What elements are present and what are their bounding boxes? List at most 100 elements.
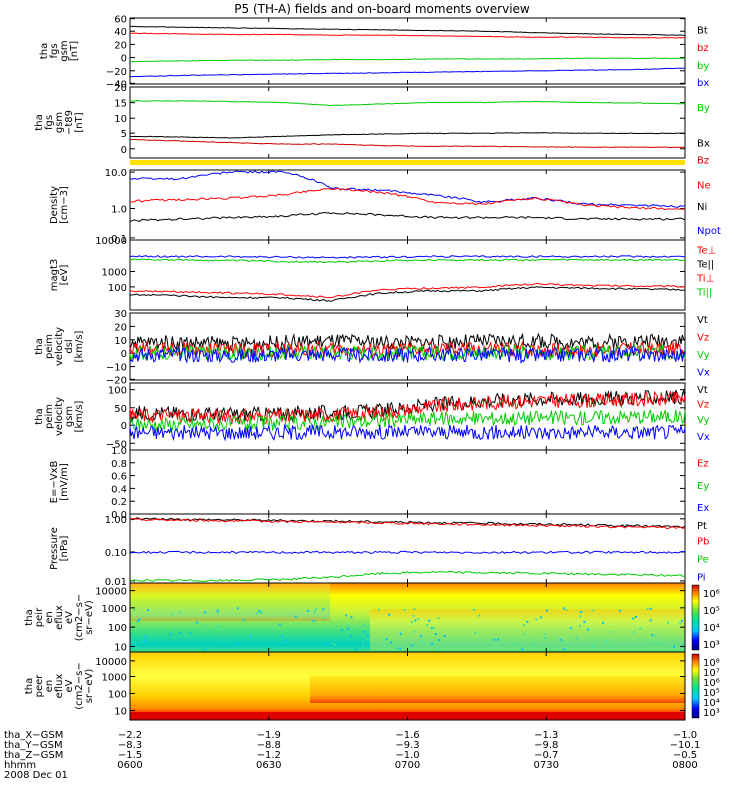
legend-by: by — [697, 61, 709, 72]
y-axis-label-pressure: [nPa] — [59, 535, 70, 561]
spectrogram-ion-noise — [323, 627, 326, 630]
spectrogram-ion-noise — [666, 621, 669, 624]
x-axis-value: −0.5 — [673, 750, 697, 761]
spectrogram-ion-noise — [362, 630, 365, 633]
y-axis-label-peim_velocity_gsm: [km/s] — [74, 400, 85, 432]
spectrogram-ion-noise — [434, 633, 437, 636]
spectrogram-ion-noise — [294, 615, 297, 618]
y-axis-label-peer_efl: eflux — [54, 674, 65, 699]
y-tick-label: 0 — [121, 54, 127, 65]
legend-bx: bx — [697, 78, 709, 89]
x-axis-row-label: tha_Z−GSM — [4, 750, 63, 761]
spectrogram-ion-noise — [432, 627, 435, 630]
spectrogram-ion-noise — [659, 641, 662, 644]
spectrogram-ion-late — [370, 609, 685, 651]
panel-temperature: magt3 [eV] 10000 1000 100 Te⊥ Te|| Ti⊥ Ti|| — [49, 236, 716, 311]
legend-Te⊥: Te⊥ — [696, 246, 716, 257]
series-Ti|| — [129, 258, 685, 264]
x-axis-value: −1.0 — [673, 730, 697, 741]
x-axis-value: −9.3 — [395, 740, 419, 751]
spectrogram-ion-noise — [652, 641, 655, 644]
spectrogram-ion-noise — [217, 611, 220, 614]
y-axis-label-fgs_gsm: fgs — [49, 43, 60, 58]
spectrogram-ion-noise — [578, 624, 581, 627]
y-axis-label-peir_efl: sr−eV) — [84, 600, 95, 635]
spectrogram-ion-noise — [545, 609, 548, 612]
y-axis-label-peer_efl: tha — [24, 678, 35, 694]
spectrogram-ion-noise — [130, 640, 133, 643]
spectrogram-ion-noise — [602, 621, 605, 624]
spectrogram-ion-noise — [412, 615, 415, 618]
spectrogram-ion-noise — [169, 632, 172, 635]
spectrogram-ion-noise — [639, 627, 642, 630]
colorbar-tick-label: 10⁴ — [703, 698, 720, 709]
legend-Ti⊥: Ti⊥ — [696, 274, 714, 285]
panel-peim_velocity_gsm: tha peim velocity gsm [km/s] 100 50 0 −50 Vt Vz Vy V… — [34, 382, 710, 451]
spectrogram-ion-noise — [410, 620, 413, 623]
series-Npot — [129, 170, 686, 208]
legend-Pb: Pb — [697, 537, 709, 548]
spectrogram-ion-noise — [294, 634, 297, 637]
spectrogram-ion-noise — [604, 640, 607, 643]
spectrogram-ion-noise — [216, 609, 219, 612]
y-tick-label: −10 — [106, 363, 127, 374]
series-Pe — [129, 570, 686, 582]
spectrogram-ion-noise — [146, 609, 149, 612]
spectrogram-ion-noise — [322, 608, 325, 611]
series-by — [129, 57, 686, 63]
y-tick-label: 100 — [108, 689, 127, 700]
series-Te⊥ — [129, 255, 686, 259]
y-tick-label: 10 — [114, 706, 127, 717]
spectrogram-ion-noise — [543, 633, 546, 636]
legend-Ne: Ne — [697, 180, 711, 191]
spectrogram-ion-noise — [565, 608, 568, 611]
figure-title: P5 (TH-A) fields and on-board moments ov… — [234, 2, 530, 16]
spectrogram-ion-noise — [366, 634, 369, 637]
series-Ni — [129, 211, 686, 223]
y-tick-label: 1.0 — [111, 205, 127, 216]
spectrogram-ion-noise — [144, 636, 147, 639]
legend-Ex: Ex — [697, 503, 709, 514]
y-tick-label: 10 — [114, 336, 127, 347]
series-Bt — [130, 25, 686, 36]
y-tick-label: 100 — [108, 386, 127, 397]
legend-Bt: Bt — [697, 25, 708, 36]
spectrogram-ion-noise — [144, 640, 147, 643]
y-tick-label: 0.2 — [111, 497, 127, 508]
spectrogram-ion-noise — [346, 624, 349, 627]
spectrogram-ion-noise — [562, 648, 565, 651]
spectrogram-ion-noise — [315, 608, 318, 611]
spectrogram-ion-noise — [654, 634, 657, 637]
y-tick-label: 20 — [114, 322, 127, 333]
series-By — [129, 100, 686, 106]
panel-frame — [129, 449, 686, 515]
panel-fgs_tsy: tha fgs gsm −t89 [nT] 20 15 10 5 0 By Bx Bz — [34, 83, 710, 167]
spectrogram-ion-noise — [249, 635, 252, 638]
y-tick-label: −40 — [106, 79, 127, 90]
y-axis-label-peer_efl: eV — [64, 679, 75, 692]
y-tick-label: −20 — [106, 67, 127, 78]
y-tick-label: 0.01 — [105, 577, 127, 588]
spectrogram-ion-noise — [388, 613, 391, 616]
y-tick-label: 1.0 — [111, 446, 127, 457]
spectrogram-ion-noise — [563, 607, 566, 610]
legend-Vx: Vx — [697, 432, 710, 443]
y-tick-label: 0.10 — [105, 548, 127, 559]
spectrogram-ion-noise — [612, 630, 615, 633]
x-axis-value: −1.9 — [257, 730, 281, 741]
x-axis-row-label: tha_Y−GSM — [4, 740, 63, 751]
spectrogram-ion-noise — [223, 639, 226, 642]
spectrogram-ion-noise — [472, 608, 475, 611]
legend-Ez: Ez — [697, 458, 709, 469]
y-tick-label: 10.0 — [105, 168, 127, 179]
spectrogram-ion-noise — [474, 632, 477, 635]
series-Vt — [129, 388, 686, 423]
x-axis-value: −10.1 — [670, 740, 701, 751]
legend-By: By — [697, 103, 710, 114]
spectrogram-ion-noise — [281, 635, 284, 638]
y-tick-label: 10000 — [95, 657, 127, 668]
y-tick-label: 100 — [108, 623, 127, 634]
panel-peer_efl: tha peer en eflux eV (cm2−s− sr−eV)10⁸10⁷10⁶10… — [24, 651, 720, 721]
x-axis-value: 0800 — [672, 760, 697, 771]
